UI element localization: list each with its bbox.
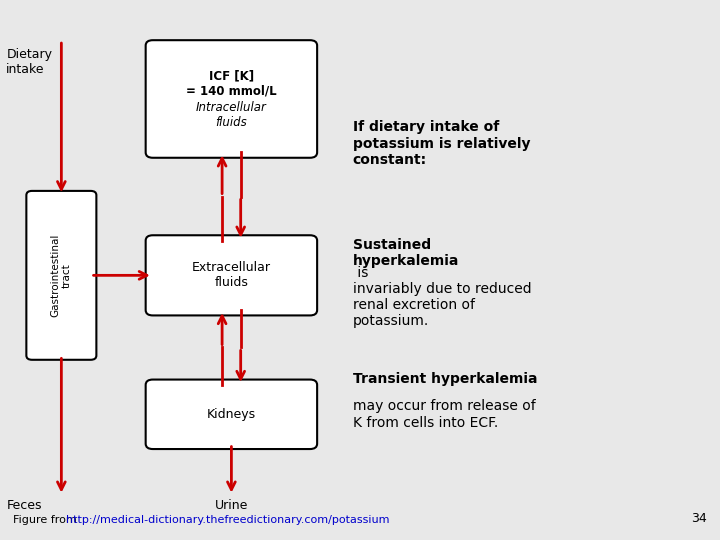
- Text: ICF [K]
= 140 mmol/L: ICF [K] = 140 mmol/L: [186, 70, 276, 98]
- Text: Feces: Feces: [6, 499, 42, 512]
- Text: Intracellular
fluids: Intracellular fluids: [196, 101, 267, 129]
- Text: Urine: Urine: [215, 499, 248, 512]
- Text: Transient hyperkalemia: Transient hyperkalemia: [353, 372, 537, 386]
- Text: Extracellular
fluids: Extracellular fluids: [192, 261, 271, 289]
- Text: Dietary
intake: Dietary intake: [6, 48, 53, 76]
- FancyBboxPatch shape: [27, 191, 96, 360]
- FancyBboxPatch shape: [145, 40, 317, 158]
- Text: 34: 34: [690, 512, 706, 525]
- Text: Gastrointestinal
tract: Gastrointestinal tract: [50, 234, 72, 317]
- Text: is
invariably due to reduced
renal excretion of
potassium.: is invariably due to reduced renal excre…: [353, 266, 531, 328]
- FancyBboxPatch shape: [145, 235, 317, 315]
- Text: Kidneys: Kidneys: [207, 408, 256, 421]
- Text: may occur from release of
K from cells into ECF.: may occur from release of K from cells i…: [353, 400, 536, 429]
- FancyBboxPatch shape: [145, 380, 317, 449]
- Text: Figure from: Figure from: [14, 516, 81, 525]
- Text: Sustained
hyperkalemia: Sustained hyperkalemia: [353, 238, 459, 268]
- Text: http://medical-dictionary.thefreedictionary.com/potassium: http://medical-dictionary.thefreediction…: [66, 516, 389, 525]
- Text: If dietary intake of
potassium is relatively
constant:: If dietary intake of potassium is relati…: [353, 120, 531, 167]
